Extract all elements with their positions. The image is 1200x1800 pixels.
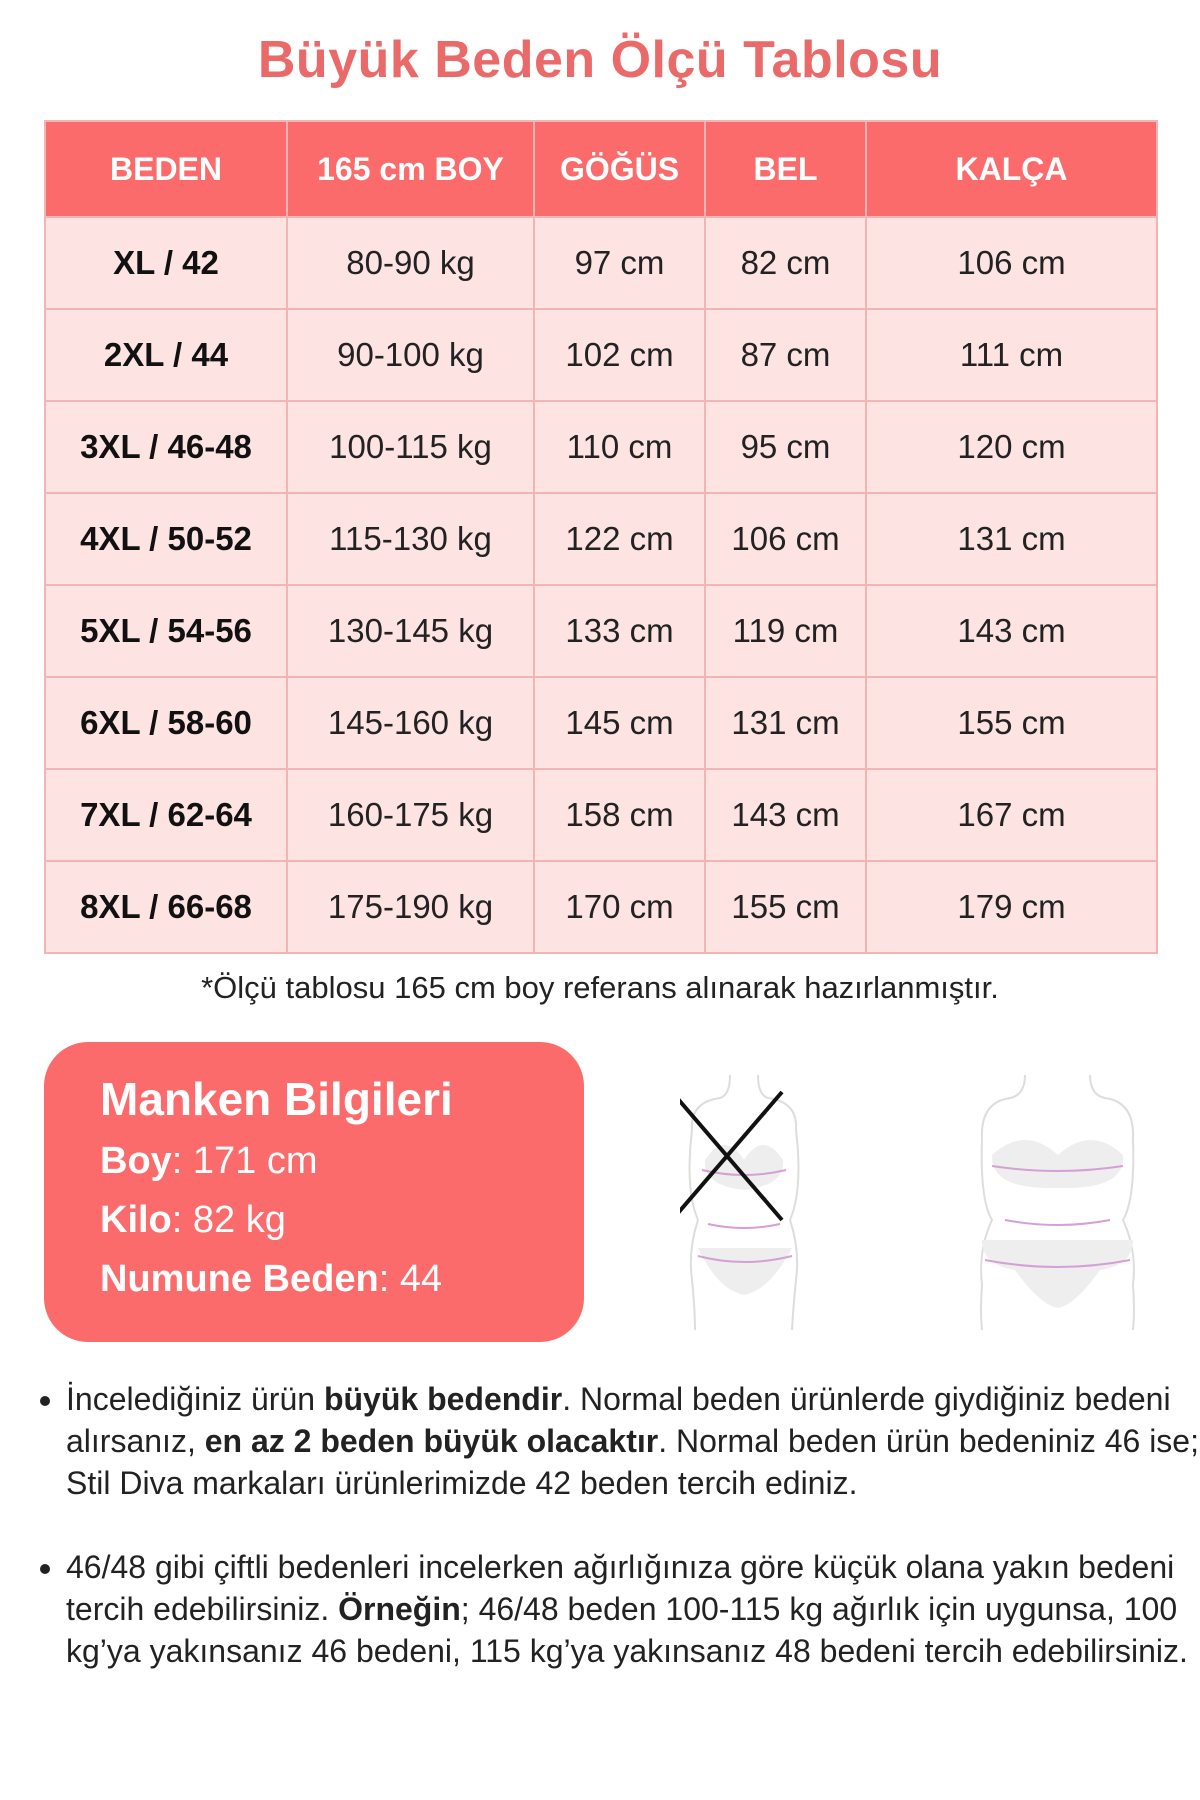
chest-cell: 145 cm [533,676,706,770]
size-cell: 8XL / 66-68 [44,860,288,954]
chest-cell: 133 cm [533,584,706,678]
bold-text: Örneğin [338,1591,461,1627]
table-row: 5XL / 54-56 130-145 kg 133 cm 119 cm 143 cm [44,584,1158,678]
crossed-out-body-figure [680,1074,800,1330]
size-cell: XL / 42 [44,216,288,310]
model-weight: Kilo: 82 kg [100,1199,528,1242]
size-cell: 6XL / 58-60 [44,676,288,770]
waist-cell: 82 cm [704,216,867,310]
chest-cell: 158 cm [533,768,706,862]
text: . Normal beden ürünlerde giydiğiniz bede… [66,1381,1171,1459]
label: Numune Beden [100,1258,379,1300]
hip-cell: 120 cm [865,400,1158,494]
waist-cell: 119 cm [704,584,867,678]
header-beden: BEDEN [44,120,288,218]
chest-cell: 170 cm [533,860,706,954]
chest-cell: 97 cm [533,216,706,310]
hip-cell: 155 cm [865,676,1158,770]
weight-cell: 80-90 kg [286,216,535,310]
list-item: 46/48 gibi çiftli bedenleri incelerken a… [66,1546,1200,1672]
hip-cell: 131 cm [865,492,1158,586]
value: : 171 cm [171,1140,318,1182]
header-kalca: KALÇA [865,120,1158,218]
table-row: 8XL / 66-68 175-190 kg 170 cm 155 cm 179 cm [44,860,1158,954]
model-sample-size: Numune Beden: 44 [100,1258,528,1301]
body-figures [680,1074,1135,1330]
waist-cell: 155 cm [704,860,867,954]
header-bel: BEL [704,120,867,218]
size-table: BEDEN 165 cm BOY GÖĞÜS BEL KALÇA XL / 42… [44,120,1158,954]
waist-cell: 87 cm [704,308,867,402]
hip-cell: 106 cm [865,216,1158,310]
body-figure [980,1074,1135,1330]
table-row: 3XL / 46-48 100-115 kg 110 cm 95 cm 120 cm [44,400,1158,494]
size-cell: 5XL / 54-56 [44,584,288,678]
text: 46/48 gibi çiftli bedenleri incelerken a… [66,1549,1175,1627]
table-row: 7XL / 62-64 160-175 kg 158 cm 143 cm 167 cm [44,768,1158,862]
waist-cell: 95 cm [704,400,867,494]
table-row: 2XL / 44 90-100 kg 102 cm 87 cm 111 cm [44,308,1158,402]
label: Kilo [100,1199,172,1241]
page-title: Büyük Beden Ölçü Tablosu [257,31,943,89]
waist-cell: 131 cm [704,676,867,770]
chest-cell: 102 cm [533,308,706,402]
bold-text: en az 2 beden büyük olacaktır [204,1423,659,1459]
text: ; 46/48 beden 100-115 kg ağırlık için uy… [66,1591,1188,1669]
model-height: Boy: 171 cm [100,1140,528,1183]
model-info-title: Manken Bilgileri [100,1073,453,1125]
size-cell: 2XL / 44 [44,308,288,402]
header-boy: 165 cm BOY [286,120,535,218]
size-cell: 3XL / 46-48 [44,400,288,494]
weight-cell: 115-130 kg [286,492,535,586]
hip-cell: 111 cm [865,308,1158,402]
chest-cell: 122 cm [533,492,706,586]
hip-cell: 167 cm [865,768,1158,862]
bold-text: büyük bedendir [323,1381,563,1417]
info-list: İncelediğiniz ürün büyük bedendir. Norma… [28,1378,1200,1714]
size-cell: 7XL / 62-64 [44,768,288,862]
weight-cell: 130-145 kg [286,584,535,678]
model-info-box: Manken Bilgileri Boy: 171 cm Kilo: 82 kg… [44,1042,584,1342]
footnote: *Ölçü tablosu 165 cm boy referans alınar… [201,970,999,1005]
hip-cell: 143 cm [865,584,1158,678]
hip-cell: 179 cm [865,860,1158,954]
list-item: İncelediğiniz ürün büyük bedendir. Norma… [66,1378,1200,1504]
chest-cell: 110 cm [533,400,706,494]
table-row: 6XL / 58-60 145-160 kg 145 cm 131 cm 155 cm [44,676,1158,770]
weight-cell: 160-175 kg [286,768,535,862]
weight-cell: 100-115 kg [286,400,535,494]
waist-cell: 106 cm [704,492,867,586]
weight-cell: 90-100 kg [286,308,535,402]
table-row: XL / 42 80-90 kg 97 cm 82 cm 106 cm [44,216,1158,310]
size-cell: 4XL / 50-52 [44,492,288,586]
value: : 82 kg [171,1199,286,1241]
table-row: 4XL / 50-52 115-130 kg 122 cm 106 cm 131 cm [44,492,1158,586]
text: İncelediğiniz ürün [66,1381,324,1417]
weight-cell: 175-190 kg [286,860,535,954]
header-gogus: GÖĞÜS [533,120,706,218]
value: : 44 [378,1258,443,1300]
text: . Normal beden ürün bedeniniz 46 ise; St… [66,1423,1199,1501]
table-header-row: BEDEN 165 cm BOY GÖĞÜS BEL KALÇA [44,120,1158,218]
waist-cell: 143 cm [704,768,867,862]
label: Boy [100,1140,172,1182]
weight-cell: 145-160 kg [286,676,535,770]
